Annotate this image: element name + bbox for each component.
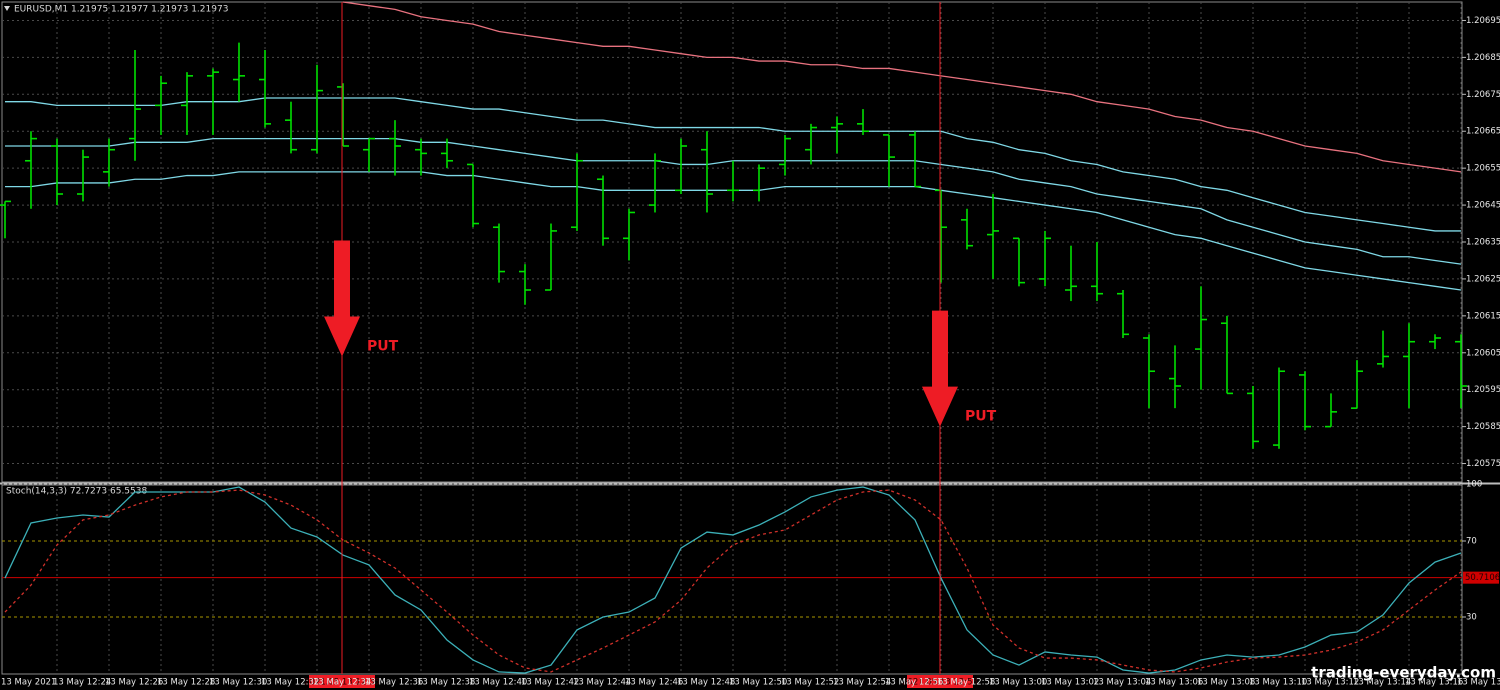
- y-tick-label: 1.20695: [1466, 16, 1500, 26]
- x-tick-label: 13 May 12:42: [521, 678, 579, 688]
- y-tick-label: 30: [1466, 613, 1477, 623]
- y-tick-label: 1.20585: [1466, 422, 1500, 432]
- signal-arrow: [324, 240, 360, 357]
- x-tick-label: 13 May 13:08: [1197, 678, 1255, 688]
- signal-label: PUT: [367, 338, 399, 354]
- y-tick-label: 1.20675: [1466, 90, 1500, 100]
- crosshair-time-box: [907, 675, 973, 688]
- x-tick-label: 13 May 12:56: [885, 678, 943, 688]
- grid-layer: [2, 2, 1462, 674]
- watermark: trading-everyday.com: [1311, 664, 1496, 682]
- x-tick-label: 13 May 12:32: [261, 678, 319, 688]
- x-tick-label: 13 May 12:40: [469, 678, 527, 688]
- signal-arrow: [922, 310, 958, 427]
- x-tick-label: 13 May 12:50: [729, 678, 787, 688]
- x-tick-label: 13 May 13:14: [1353, 678, 1411, 688]
- x-tick-label: 13 May 12:58: [937, 678, 995, 688]
- y-tick-label: 1.20615: [1466, 311, 1500, 321]
- x-tick-label: 13 May 12:28: [157, 678, 215, 688]
- x-tick-label: 13 May 12:34: [313, 678, 371, 688]
- y-tick-label: 1.20685: [1466, 53, 1500, 63]
- level-label-box: [1463, 571, 1499, 584]
- x-tick-label: 13 May 12:26: [105, 678, 163, 688]
- y-tick-label: 1.20595: [1466, 385, 1500, 395]
- x-tick-label: 13 May 13:06: [1145, 678, 1203, 688]
- level-label: 50.7106: [1465, 573, 1500, 583]
- y-tick-label: 1.20575: [1466, 459, 1500, 469]
- x-tick-label: 13 May 12:38: [417, 678, 475, 688]
- x-tick-label: 13 May 13:12: [1301, 678, 1359, 688]
- y-tick-label: 1.20645: [1466, 201, 1500, 211]
- x-tick-label: 13 May 12:48: [677, 678, 735, 688]
- x-tick-label: 13 May 13:04: [1093, 678, 1151, 688]
- x-tick-label: 13 May 12:24: [53, 678, 111, 688]
- x-tick-label: 13 May 13:18: [1457, 678, 1500, 688]
- header-icon: [4, 6, 10, 11]
- y-tick-label: 1.20625: [1466, 274, 1500, 284]
- crosshair-time-label: 2021.05.13 12:35: [304, 678, 380, 688]
- x-tick-label: 13 May 13:00: [989, 678, 1047, 688]
- x-tick-label: 13 May 13:10: [1249, 678, 1307, 688]
- y-tick-label: 1.20665: [1466, 127, 1500, 137]
- x-tick-label: 13 May 12:36: [365, 678, 423, 688]
- price-title: EURUSD,M1 1.21975 1.21977 1.21973 1.2197…: [14, 5, 228, 15]
- over-layer: PUT 2021.05.13 12:35 PUT 2021.05.13 12:58 tr…: [304, 2, 1496, 688]
- x-tick-label: 13 May 12:30: [209, 678, 267, 688]
- indicator-line: [5, 97, 1461, 232]
- y-tick-label: 1.20655: [1466, 164, 1500, 174]
- y-tick-label: 1.20635: [1466, 238, 1500, 248]
- x-tick-label: 13 May 12:44: [573, 678, 631, 688]
- x-tick-label: 13 May 12:52: [781, 678, 839, 688]
- x-tick-label: 13 May 13:16: [1405, 678, 1463, 688]
- marks-layer: [0, 1, 1467, 674]
- y-tick-label: 1.20605: [1466, 348, 1500, 358]
- x-tick-label: 13 May 13:02: [1041, 678, 1099, 688]
- x-tick-label: 13 May 12:46: [625, 678, 683, 688]
- crosshair-time-box: [309, 675, 375, 688]
- crosshair-time-label: 2021.05.13 12:58: [902, 678, 978, 688]
- x-tick-label: 13 May 12:54: [833, 678, 891, 688]
- stoch-title: Stoch(14,3,3) 72.7273 65.5538: [6, 487, 147, 497]
- y-tick-label: 100: [1466, 480, 1482, 490]
- stoch-line: [4, 489, 1462, 673]
- x-tick-label: 13 May 2021: [1, 678, 56, 688]
- indicator-line: [342, 1, 1462, 173]
- signal-label: PUT: [965, 409, 997, 425]
- y-tick-label: 70: [1466, 537, 1477, 547]
- stoch-panel-frame: [1, 484, 1463, 675]
